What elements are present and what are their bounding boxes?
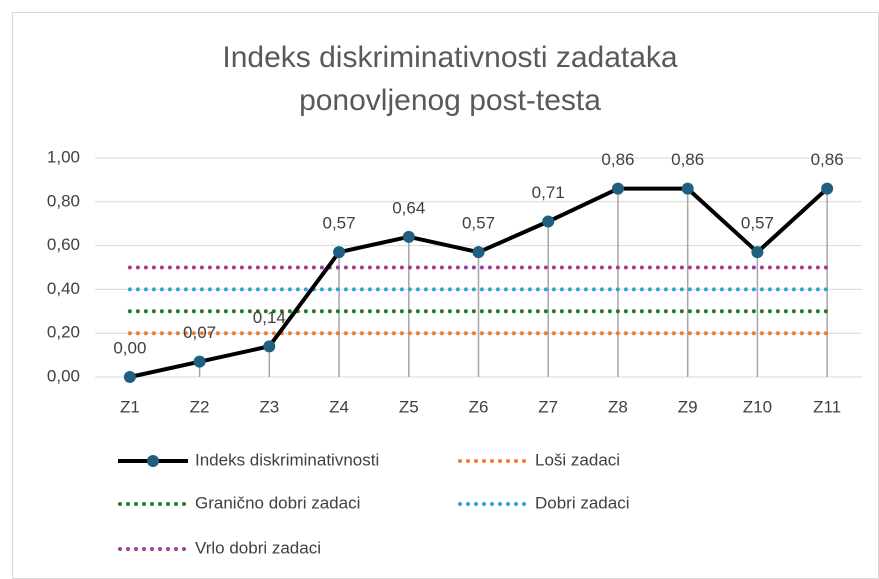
legend-marker [147,455,159,467]
data-point [402,230,415,243]
data-point [333,246,346,259]
x-tick-label: Z6 [469,397,489,416]
x-tick-label: Z2 [190,397,210,416]
data-point [263,340,276,353]
data-point [751,246,764,259]
x-tick-label: Z3 [259,397,279,416]
chart-frame [12,12,879,579]
legend-label: Loši zadaci [535,450,620,469]
legend-label: Dobri zadaci [535,493,630,512]
x-tick-label: Z7 [538,397,558,416]
x-tick-label: Z10 [743,397,772,416]
data-point [542,215,555,228]
x-tick-label: Z1 [120,397,140,416]
data-label: 0,86 [671,150,704,169]
x-tick-label: Z11 [813,397,841,416]
data-point [472,246,485,259]
data-label: 0,57 [741,214,774,233]
y-tick-label: 0,60 [47,235,80,254]
data-point [611,182,624,195]
x-tick-label: Z5 [399,397,419,416]
y-tick-label: 0,00 [47,366,80,385]
data-point [123,371,136,383]
data-label: 0,57 [322,214,355,233]
x-tick-label: Z9 [678,397,698,416]
data-label: 0,86 [811,150,844,169]
y-tick-label: 0,40 [47,279,80,298]
y-tick-label: 1,00 [47,147,80,166]
x-tick-label: Z4 [329,397,349,416]
data-label: 0,71 [532,183,565,202]
data-point [821,182,834,195]
legend-label: Indeks diskriminativnosti [195,450,379,469]
legend-label: Granično dobri zadaci [195,493,360,512]
x-tick-label: Z8 [608,397,628,416]
data-point [193,355,206,368]
chart-title: Indeks diskriminativnosti zadataka ponov… [222,41,678,117]
legend-label: Vrlo dobri zadaci [195,538,321,557]
y-tick-label: 0,80 [47,191,80,210]
data-point [681,182,694,195]
data-label: 0,00 [113,338,146,357]
y-tick-label: 0,20 [47,323,80,342]
data-label: 0,64 [392,198,425,217]
data-label: 0,14 [253,308,286,327]
data-label: 0,57 [462,214,495,233]
data-label: 0,86 [601,150,634,169]
data-label: 0,07 [183,323,216,342]
